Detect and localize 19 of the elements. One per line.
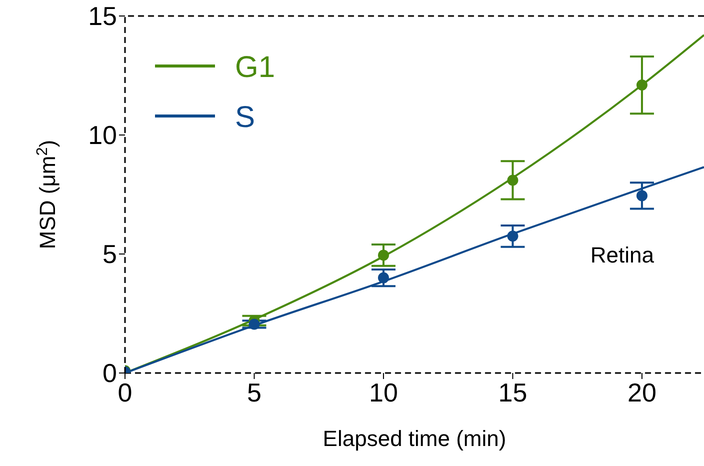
x-axis-title: Elapsed time (min)	[322, 426, 506, 451]
y-tick-label: 15	[88, 1, 117, 32]
legend-label: S	[235, 101, 256, 134]
point	[507, 174, 518, 186]
y-tick-label: 0	[102, 358, 117, 388]
y-tick-label: 10	[88, 120, 117, 150]
x-tick-label: 5	[247, 377, 262, 408]
legend-label: G1	[235, 51, 276, 84]
point	[636, 190, 648, 202]
annotation: Retina	[590, 242, 655, 268]
x-tick-label: 20	[628, 377, 656, 408]
x-tick-label: 15	[498, 377, 528, 408]
point	[378, 272, 389, 284]
x-tick-label: 10	[369, 377, 398, 408]
y-tick-label: 5	[102, 239, 117, 270]
point	[378, 250, 389, 261]
point	[248, 318, 260, 330]
point	[636, 80, 648, 91]
point	[507, 230, 518, 242]
